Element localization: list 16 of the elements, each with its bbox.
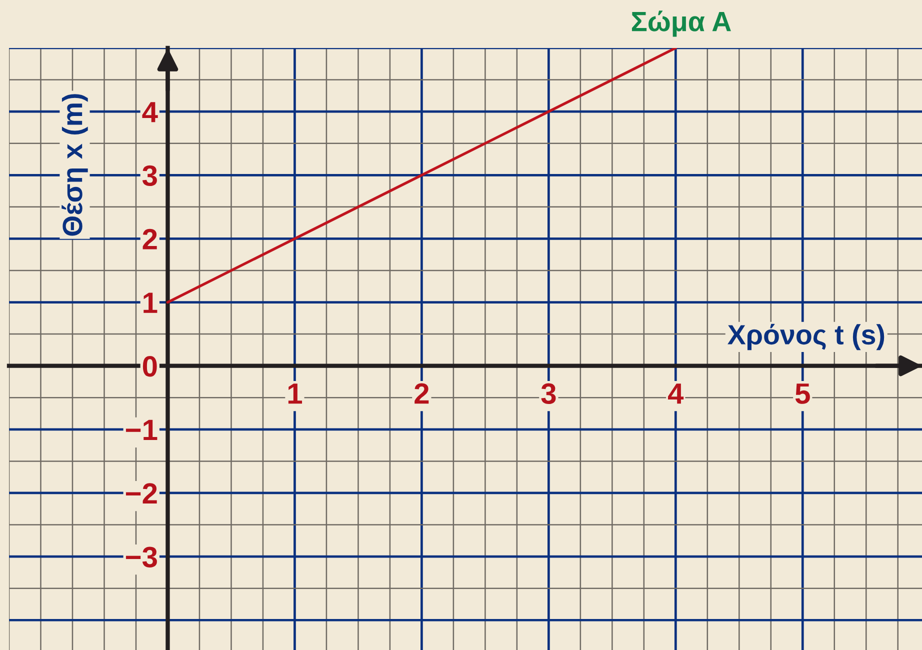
x-tick-label: 5: [795, 384, 810, 404]
y-tick-label: −2: [126, 483, 157, 504]
series-label: Σώμα Α: [632, 10, 731, 37]
y-tick-label: −3: [126, 546, 157, 568]
y-tick-label: 4: [142, 102, 158, 122]
y-tick-label: −1: [126, 420, 158, 440]
y-tick-label: 2: [142, 228, 157, 250]
x-tick-label: 2: [414, 383, 429, 404]
x-tick-label: 3: [541, 383, 556, 404]
x-axis-title: Χρόνος t (s): [728, 324, 884, 350]
x-tick-label: 1: [288, 384, 302, 404]
y-tick-label: 0: [142, 356, 157, 377]
x-tick-label: 4: [668, 384, 684, 404]
y-tick-label: 1: [144, 292, 158, 313]
y-tick-label: 3: [142, 165, 157, 186]
y-axis-title: Θέση x (m): [62, 94, 88, 236]
